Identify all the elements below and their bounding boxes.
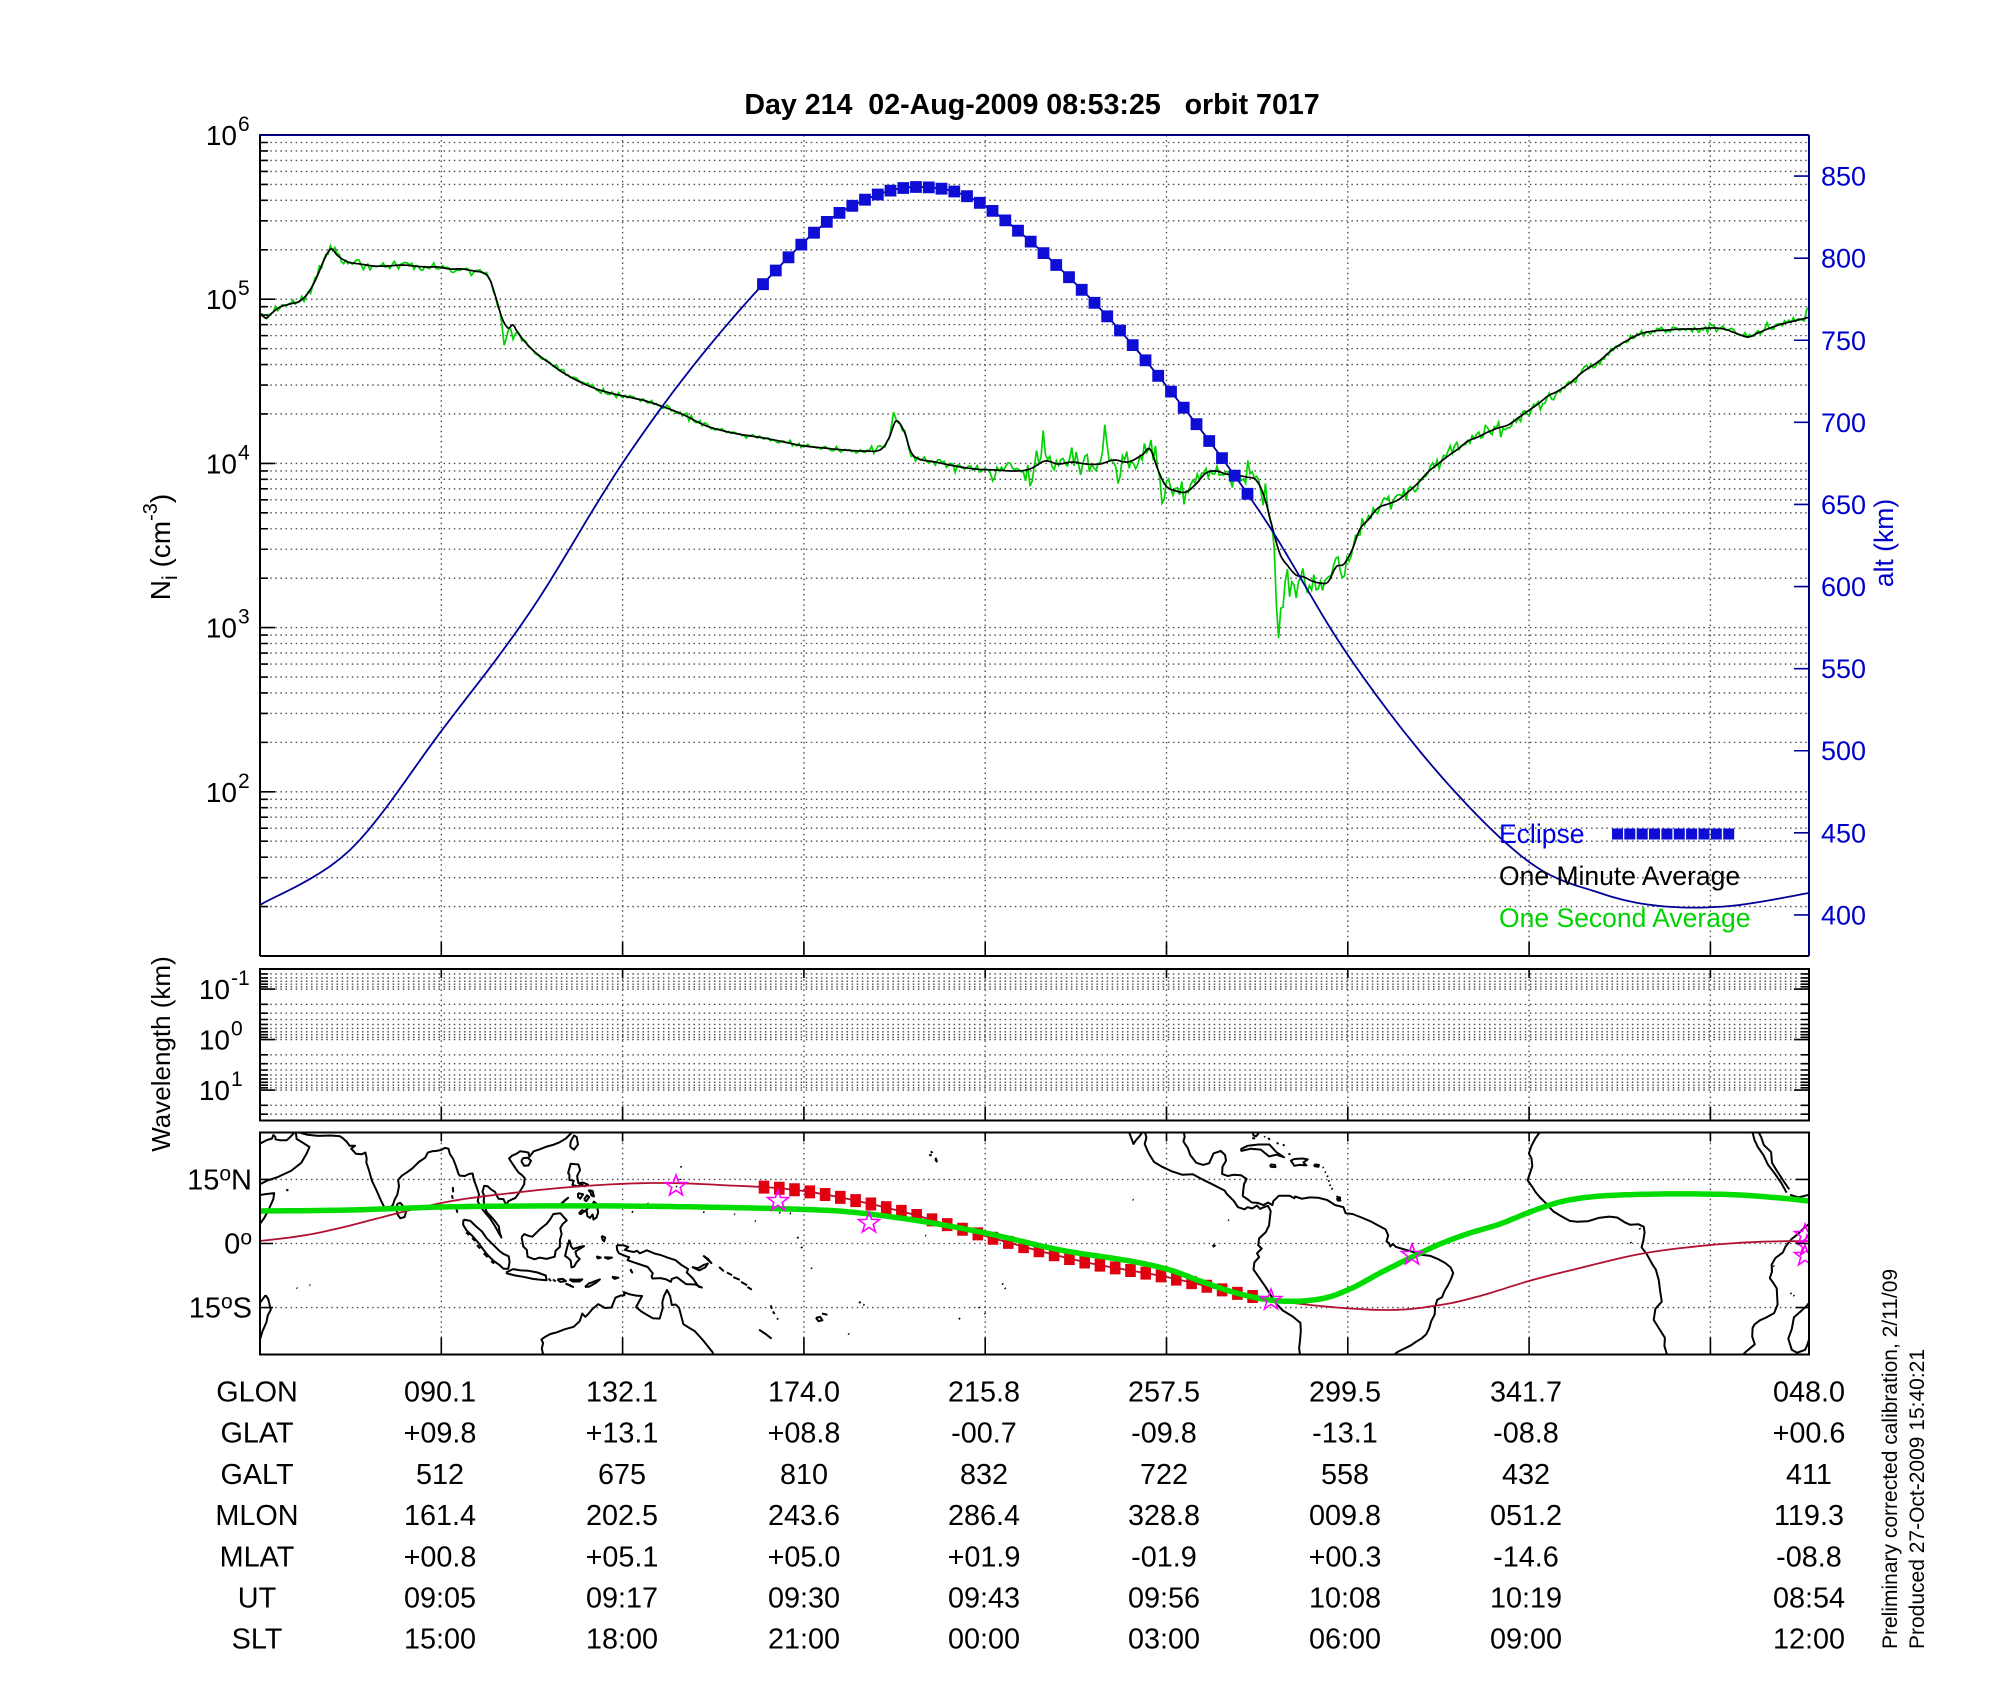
svg-text:21:00: 21:00 xyxy=(768,1624,840,1656)
svg-text:09:30: 09:30 xyxy=(768,1583,840,1615)
svg-text:15oS: 15oS xyxy=(189,1291,252,1325)
svg-text:09:17: 09:17 xyxy=(586,1583,658,1615)
svg-text:243.6: 243.6 xyxy=(768,1500,840,1532)
svg-text:299.5: 299.5 xyxy=(1309,1377,1381,1409)
svg-text:GLAT: GLAT xyxy=(220,1418,293,1450)
svg-text:5: 5 xyxy=(238,277,250,300)
svg-text:132.1: 132.1 xyxy=(586,1377,658,1409)
svg-text:09:05: 09:05 xyxy=(404,1583,476,1615)
svg-text:174.0: 174.0 xyxy=(768,1377,840,1409)
svg-text:10: 10 xyxy=(206,448,237,479)
svg-text:+09.8: +09.8 xyxy=(404,1418,477,1450)
svg-text:Produced 27-Oct-2009 15:40:21: Produced 27-Oct-2009 15:40:21 xyxy=(1906,1349,1929,1649)
svg-text:00:00: 00:00 xyxy=(948,1624,1020,1656)
svg-text:558: 558 xyxy=(1321,1459,1369,1491)
svg-text:722: 722 xyxy=(1140,1459,1188,1491)
svg-text:550: 550 xyxy=(1821,654,1866,684)
svg-text:512: 512 xyxy=(416,1459,464,1491)
svg-text:400: 400 xyxy=(1821,900,1866,930)
svg-text:Wavelength (km): Wavelength (km) xyxy=(146,956,176,1152)
svg-text:-13.1: -13.1 xyxy=(1312,1418,1378,1450)
svg-text:SLT: SLT xyxy=(232,1624,283,1656)
svg-text:4: 4 xyxy=(238,441,250,464)
svg-text:03:00: 03:00 xyxy=(1128,1624,1200,1656)
svg-text:3: 3 xyxy=(238,606,250,629)
svg-text:675: 675 xyxy=(598,1459,646,1491)
svg-text:10: 10 xyxy=(199,1075,230,1106)
svg-text:6: 6 xyxy=(238,113,250,136)
svg-text:10: 10 xyxy=(206,120,237,151)
svg-text:286.4: 286.4 xyxy=(948,1500,1020,1532)
svg-text:051.2: 051.2 xyxy=(1490,1500,1562,1532)
svg-text:832: 832 xyxy=(960,1459,1008,1491)
svg-text:+01.9: +01.9 xyxy=(948,1541,1021,1573)
svg-text:161.4: 161.4 xyxy=(404,1500,476,1532)
svg-text:18:00: 18:00 xyxy=(586,1624,658,1656)
svg-text:810: 810 xyxy=(780,1459,828,1491)
svg-text:090.1: 090.1 xyxy=(404,1377,476,1409)
svg-text:411: 411 xyxy=(1786,1459,1832,1491)
svg-text:09:00: 09:00 xyxy=(1490,1624,1562,1656)
svg-text:12:00: 12:00 xyxy=(1773,1624,1845,1656)
svg-text:+00.8: +00.8 xyxy=(404,1541,477,1573)
svg-text:10:19: 10:19 xyxy=(1490,1583,1562,1615)
svg-text:10: 10 xyxy=(206,777,237,808)
svg-text:+05.0: +05.0 xyxy=(768,1541,841,1573)
svg-text:08:54: 08:54 xyxy=(1773,1583,1845,1615)
svg-text:-08.8: -08.8 xyxy=(1776,1541,1842,1573)
svg-text:048.0: 048.0 xyxy=(1773,1377,1845,1409)
svg-text:328.8: 328.8 xyxy=(1128,1500,1200,1532)
svg-text:2: 2 xyxy=(238,770,250,793)
svg-text:0: 0 xyxy=(231,1018,243,1041)
svg-text:10:08: 10:08 xyxy=(1309,1583,1381,1615)
svg-text:10: 10 xyxy=(206,613,237,644)
svg-text:750: 750 xyxy=(1821,326,1866,356)
svg-text:009.8: 009.8 xyxy=(1309,1500,1381,1532)
svg-text:119.3: 119.3 xyxy=(1774,1500,1844,1532)
svg-text:650: 650 xyxy=(1821,490,1866,520)
svg-text:700: 700 xyxy=(1821,408,1866,438)
svg-text:+00.6: +00.6 xyxy=(1773,1418,1846,1450)
svg-text:Day 214 02-Aug-2009 08:53:25: Day 214 02-Aug-2009 08:53:25 orbit 7017 xyxy=(744,89,1319,121)
svg-text:257.5: 257.5 xyxy=(1128,1377,1200,1409)
svg-text:GALT: GALT xyxy=(220,1459,293,1491)
svg-text:1: 1 xyxy=(231,1068,243,1091)
svg-text:432: 432 xyxy=(1502,1459,1550,1491)
svg-text:GLON: GLON xyxy=(216,1377,298,1409)
svg-text:341.7: 341.7 xyxy=(1490,1377,1562,1409)
svg-text:500: 500 xyxy=(1821,736,1866,766)
svg-text:One Second Average: One Second Average xyxy=(1499,903,1750,933)
svg-text:-00.7: -00.7 xyxy=(951,1418,1017,1450)
svg-text:10: 10 xyxy=(199,974,230,1005)
svg-text:09:43: 09:43 xyxy=(948,1583,1020,1615)
svg-text:10: 10 xyxy=(206,284,237,315)
svg-text:202.5: 202.5 xyxy=(586,1500,658,1532)
svg-text:+05.1: +05.1 xyxy=(586,1541,659,1573)
svg-text:850: 850 xyxy=(1821,162,1866,192)
svg-text:-01.9: -01.9 xyxy=(1131,1541,1197,1573)
svg-text:+13.1: +13.1 xyxy=(586,1418,659,1450)
svg-text:alt (km): alt (km) xyxy=(1869,499,1899,587)
svg-text:-1: -1 xyxy=(231,967,250,990)
svg-text:06:00: 06:00 xyxy=(1309,1624,1381,1656)
svg-text:10: 10 xyxy=(199,1025,230,1056)
svg-text:+08.8: +08.8 xyxy=(768,1418,841,1450)
svg-text:-09.8: -09.8 xyxy=(1131,1418,1197,1450)
svg-text:One Minute Average: One Minute Average xyxy=(1499,861,1740,891)
svg-text:15:00: 15:00 xyxy=(404,1624,476,1656)
svg-text:450: 450 xyxy=(1821,818,1866,848)
svg-text:Eclipse: Eclipse xyxy=(1499,819,1584,849)
svg-text:MLAT: MLAT xyxy=(220,1541,295,1573)
svg-text:-08.8: -08.8 xyxy=(1493,1418,1559,1450)
svg-text:Preliminary corrected calibrat: Preliminary corrected calibration, 2/11/… xyxy=(1879,1269,1902,1649)
svg-text:+00.3: +00.3 xyxy=(1309,1541,1382,1573)
svg-text:09:56: 09:56 xyxy=(1128,1583,1200,1615)
svg-text:MLON: MLON xyxy=(215,1500,298,1532)
svg-text:215.8: 215.8 xyxy=(948,1377,1020,1409)
svg-text:600: 600 xyxy=(1821,572,1866,602)
svg-text:UT: UT xyxy=(238,1583,276,1615)
svg-text:-14.6: -14.6 xyxy=(1493,1541,1559,1573)
svg-text:800: 800 xyxy=(1821,244,1866,274)
